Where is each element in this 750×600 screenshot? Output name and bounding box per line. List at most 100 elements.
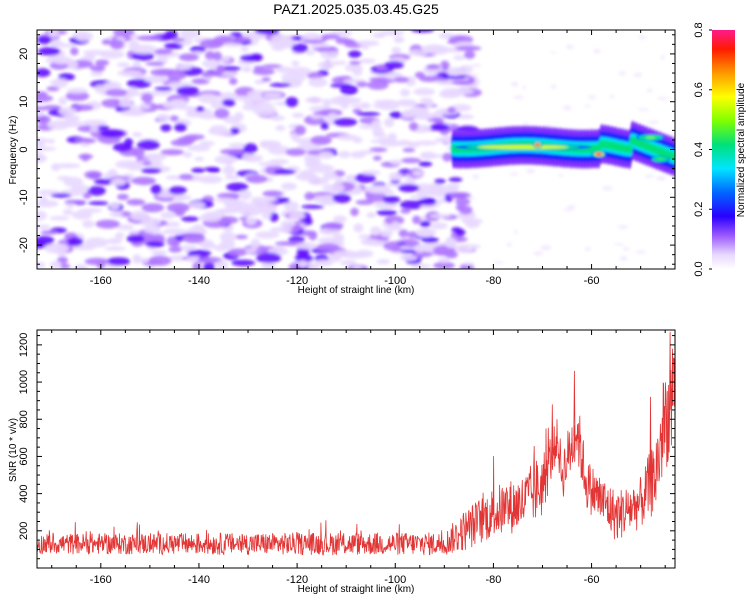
heatmap-noise-blob [109,211,124,217]
heatmap-noise-blob [291,60,300,67]
heatmap-noise-blob [330,83,352,88]
heatmap-noise-blob [160,124,172,132]
heatmap-noise-blob [109,201,120,211]
heatmap-noise-blob [638,35,646,40]
heatmap-noise-blob [430,123,450,131]
heatmap-noise-blob [318,151,334,159]
heatmap-noise-blob [419,220,431,228]
heatmap-noise-blob [126,78,152,89]
heatmap-noise-blob [84,170,103,179]
heatmap-noise-blob [375,79,395,84]
heatmap-noise-blob [372,132,387,138]
heatmap-noise-blob [295,242,318,250]
heatmap-y-tick-label: 10 [18,96,30,108]
heatmap-noise-blob [313,47,338,52]
heatmap-x-tick-label: -160 [90,275,112,287]
heatmap-noise-blob [402,147,416,153]
heatmap-noise-blob [39,195,48,203]
heatmap-noise-blob [58,96,68,105]
heatmap-noise-blob [245,174,268,184]
heatmap-noise-blob [314,259,334,267]
snr-y-tick-label: 1000 [18,370,30,394]
heatmap-noise-blob [236,95,249,101]
heatmap-noise-blob [206,167,221,173]
snr-y-tick-label: 800 [18,410,30,428]
heatmap-noise-blob [120,109,147,116]
heatmap-noise-blob [46,86,60,92]
heatmap-noise-blob [356,111,381,117]
colorbar-tick-label: 0.0 [693,261,705,276]
heatmap-noise-blob [418,161,433,167]
heatmap-noise-blob [190,46,206,53]
heatmap-noise-blob [270,34,292,45]
snr-y-ticks: 200 400 600 800 1000 1200 [18,333,675,569]
heatmap-noise-blob [401,157,422,164]
heatmap-noise-blob [37,110,45,117]
heatmap-noise-blob [281,182,297,191]
heatmap-noise-blob [352,67,363,76]
heatmap-noise-blob [218,208,233,214]
heatmap-noise-blob [269,227,293,233]
heatmap-noise-blob [393,76,410,83]
colorbar-gradient [712,30,735,269]
heatmap-noise-blob [414,244,425,254]
heatmap-noise-blob [464,50,476,60]
heatmap-noise-blob [48,30,59,38]
heatmap-noise-blob [168,81,193,87]
heatmap-feature [596,153,602,156]
heatmap-noise-blob [513,95,525,100]
heatmap-noise-blob [220,148,245,155]
heatmap-noise-blob [52,78,69,88]
heatmap-noise-blob [214,197,238,203]
heatmap-noise-blob [171,37,185,42]
heatmap-noise-blob [411,263,432,269]
heatmap-noise-blob [194,156,205,162]
heatmap-noise-blob [37,152,44,163]
heatmap-noise-blob [71,184,90,192]
heatmap-noise-blob [360,42,370,50]
heatmap-noise-blob [298,260,308,268]
heatmap-noise-blob [305,97,324,103]
heatmap-noise-blob [320,121,329,130]
heatmap-noise-blob [214,155,238,164]
heatmap-noise-blob [351,265,363,269]
heatmap-noise-blob [132,132,143,138]
heatmap-noise-blob [141,217,162,227]
heatmap-noise-blob [448,88,474,95]
heatmap-noise-blob [304,217,313,226]
heatmap-noise-blob [393,36,405,44]
heatmap-noise-blob [409,106,424,115]
heatmap-band-cell [626,144,633,154]
heatmap-noise-blob [95,219,121,229]
heatmap-noise-blob [526,168,535,174]
heatmap-noise-blob [288,212,305,220]
colorbar-tick-label: 0.6 [693,82,705,97]
heatmap-noise-blob [563,208,572,212]
heatmap-y-axis-label: Frequency (Hz) [8,116,19,185]
heatmap-noise-blob [619,256,628,261]
heatmap-noise-blob [365,192,387,202]
heatmap-noise-blob [467,245,473,250]
heatmap-noise-blob [174,123,187,132]
heatmap-noise-blob [635,250,646,254]
heatmap-noise-blob [48,40,63,45]
heatmap-noise-blob [145,241,165,248]
heatmap-noise-blob [37,146,57,152]
heatmap-noise-blob [37,210,47,221]
heatmap-noise-blob [126,234,145,243]
heatmap-noise-blob [388,172,403,182]
heatmap-noise-blob [656,176,667,181]
heatmap-noise-blob [183,151,193,158]
heatmap-noise-blob [387,132,398,141]
heatmap-noise-blob [160,149,185,156]
heatmap-noise-blob [399,89,411,97]
heatmap-noise-blob [192,262,202,269]
heatmap-noise-blob [457,114,474,120]
snr-x-tick-label: -120 [286,574,308,586]
heatmap-noise-blob [409,194,428,199]
heatmap-noise-blob [178,245,198,250]
heatmap-noise-blob [451,80,475,86]
heatmap-noise-blob [613,243,625,246]
snr-series-line [37,331,675,556]
heatmap-noise-blob [316,243,340,252]
